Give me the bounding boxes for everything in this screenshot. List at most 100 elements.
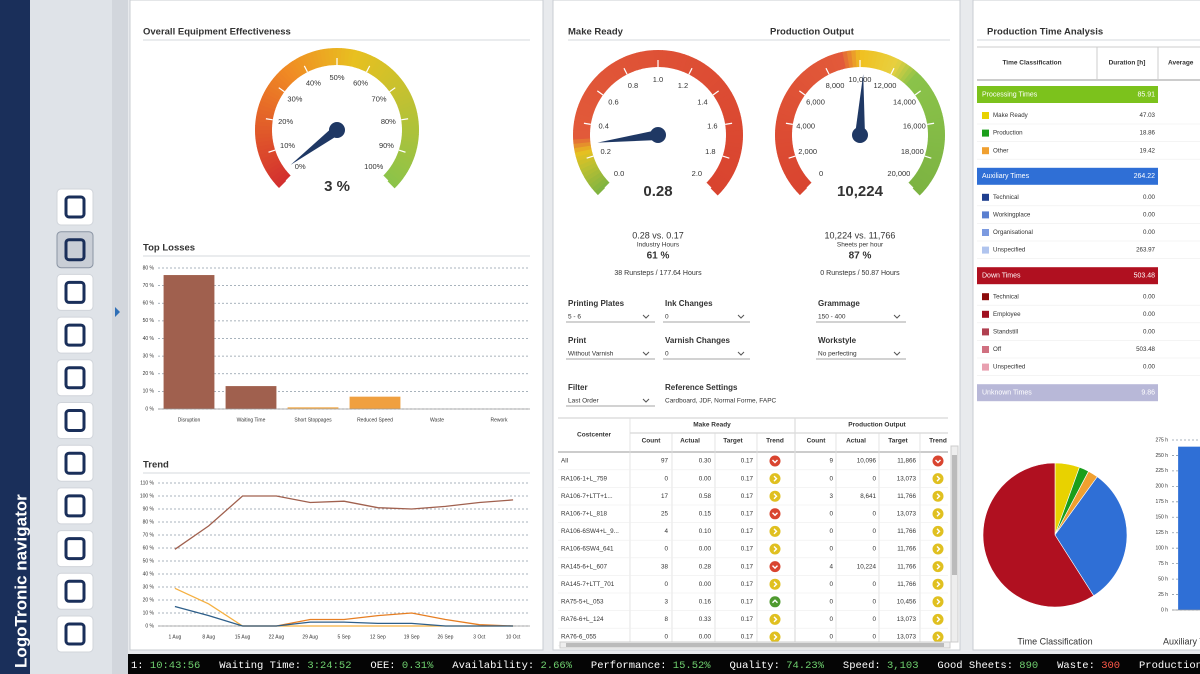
nav-icon[interactable] (64, 323, 86, 347)
dropdown[interactable]: Workstyle No perfecting (816, 336, 906, 360)
nav-button-frame[interactable] (56, 188, 94, 226)
gauge-tick-label: 0.6 (608, 98, 618, 107)
nav-button[interactable] (56, 359, 94, 397)
nav-button-frame[interactable] (56, 530, 94, 568)
section-title: Overall Equipment Effectiveness (143, 27, 291, 38)
nav-icon[interactable] (64, 579, 86, 603)
legend-swatch (982, 328, 989, 336)
dropdown[interactable]: Grammage 150 - 400 (816, 299, 906, 323)
nav-button-frame[interactable] (56, 487, 94, 525)
nav-button[interactable] (56, 188, 94, 226)
nav-button-frame[interactable] (56, 316, 94, 354)
dropdown-value: No perfecting (818, 351, 857, 358)
dropdown[interactable]: Ink Changes 0 (663, 299, 750, 323)
gauge-tick (890, 67, 895, 75)
pie-title: Time Classification (1017, 636, 1092, 646)
dropdown[interactable]: Printing Plates 5 - 6 (566, 299, 655, 323)
scrollbar-thumb[interactable] (952, 455, 957, 575)
nav-icon[interactable] (64, 451, 86, 475)
nav-icon[interactable] (64, 409, 86, 432)
table-cell: 0 (872, 510, 876, 517)
dropdown[interactable]: Print Without Varnish (566, 336, 655, 360)
nav-icon[interactable] (64, 537, 86, 561)
gauge-band (332, 48, 338, 66)
nav-button[interactable] (56, 231, 94, 269)
dropdown-chevron[interactable] (642, 398, 650, 403)
nav-button[interactable] (56, 615, 94, 653)
nav-button-frame[interactable] (56, 402, 94, 439)
gauge-band (276, 71, 292, 87)
table-cell: 0 (872, 598, 876, 605)
table-cell: 0.30 (699, 458, 712, 465)
gauge-tick (722, 155, 730, 159)
nav-icon[interactable] (64, 622, 86, 646)
splitter[interactable] (112, 0, 128, 674)
gauge-value: 0.28 (643, 183, 672, 200)
nav-button[interactable] (56, 402, 94, 439)
legend-swatch (982, 147, 989, 155)
dropdown-value: 5 - 6 (568, 314, 581, 321)
dropdown-value: Last Order (568, 398, 600, 405)
gauge-band (394, 92, 413, 104)
app-name: LogoTronic navigator (11, 494, 30, 668)
dropdown[interactable]: Filter Last Order (566, 383, 655, 407)
gauge-comparison: 10,224 vs. 11,766 (825, 230, 896, 240)
nav-button[interactable] (56, 444, 94, 482)
legend-swatch (982, 310, 989, 318)
table-cell: 0.33 (699, 616, 712, 623)
gauge-band (260, 96, 278, 107)
dropdown-chevron[interactable] (642, 351, 650, 356)
dropdown-chevron[interactable] (893, 314, 901, 319)
gauge-band (716, 92, 735, 105)
scrollbar-thumb[interactable] (566, 643, 944, 647)
gauge-tick (825, 67, 830, 75)
gauge-band (867, 50, 874, 68)
dropdown[interactable]: Varnish Changes 0 (663, 336, 750, 360)
nav-icon[interactable] (64, 238, 86, 262)
gauge-band (715, 88, 732, 102)
nav-button-frame[interactable] (56, 615, 94, 653)
splitter-arrow[interactable] (115, 307, 120, 317)
table-cell: 0.17 (741, 634, 754, 641)
gauge-band (268, 81, 285, 95)
gauge-tick (365, 65, 371, 73)
gauge-tick-label: 6,000 (806, 98, 825, 107)
nav-button-frame[interactable] (56, 444, 94, 482)
nav-button-frame[interactable] (56, 231, 94, 269)
nav-button-frame[interactable] (56, 572, 94, 610)
nav-button-frame[interactable] (56, 359, 94, 397)
costcenter-name: RA76-6+L_124 (561, 616, 604, 623)
gauge-value: 10,224 (837, 183, 884, 200)
nav-icon[interactable] (64, 494, 86, 518)
table-cell: 0.15 (699, 510, 712, 517)
trend-icon (769, 613, 781, 625)
nav-icon[interactable] (64, 280, 86, 304)
dropdown-chevron[interactable] (737, 351, 745, 356)
dropdown-chevron[interactable] (737, 314, 745, 319)
nav-icon[interactable] (64, 195, 86, 219)
gauge-band (899, 66, 914, 83)
nav-button[interactable] (56, 273, 94, 311)
dropdown-chevron[interactable] (893, 351, 901, 356)
nav-icon[interactable] (64, 366, 86, 390)
trend-arrow (772, 565, 778, 570)
table-cell: 0.00 (699, 475, 712, 482)
nav-button[interactable] (56, 316, 94, 354)
gauge-band (927, 142, 945, 149)
gauge-band (586, 171, 603, 185)
costcenter-name: RA76-6_055 (561, 634, 597, 641)
nav-button[interactable] (56, 572, 94, 610)
nav-button[interactable] (56, 530, 94, 568)
dropdown-chevron[interactable] (642, 314, 650, 319)
gauge-band (712, 172, 730, 186)
gauge-band (884, 55, 896, 74)
nav-button[interactable] (56, 487, 94, 525)
gauge-band (380, 69, 396, 85)
gauge-band (775, 134, 793, 140)
trend-icon (769, 561, 781, 573)
gauge-band (796, 74, 813, 90)
gauge-band (574, 112, 593, 121)
item-name: Unspecified (993, 364, 1026, 371)
nav-button-frame[interactable] (56, 273, 94, 311)
gauge-band (292, 58, 305, 76)
